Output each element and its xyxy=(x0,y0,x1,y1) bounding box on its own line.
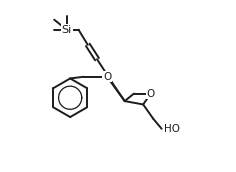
Text: O: O xyxy=(103,72,111,82)
Text: HO: HO xyxy=(164,124,180,134)
Text: Si: Si xyxy=(62,25,72,35)
Text: O: O xyxy=(147,89,155,99)
